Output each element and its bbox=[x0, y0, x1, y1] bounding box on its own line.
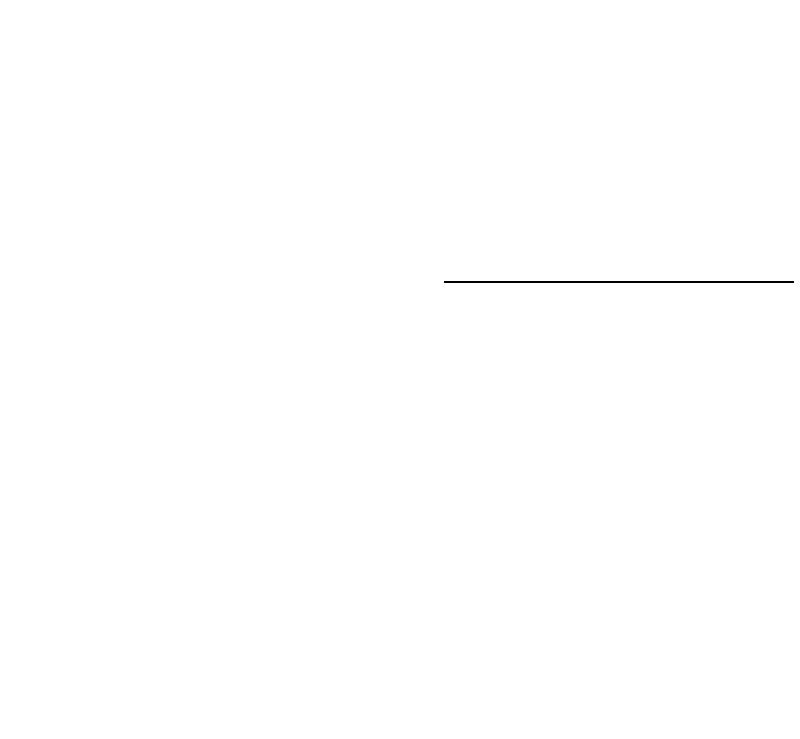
sgb-bar-chart bbox=[150, 0, 620, 248]
completeness-scatter-plot bbox=[620, 0, 800, 232]
phylum-legend bbox=[428, 253, 800, 739]
phylum-legend-rule bbox=[444, 281, 794, 283]
mags-pie-chart bbox=[0, 10, 150, 160]
phylogenetic-tree bbox=[0, 255, 430, 739]
